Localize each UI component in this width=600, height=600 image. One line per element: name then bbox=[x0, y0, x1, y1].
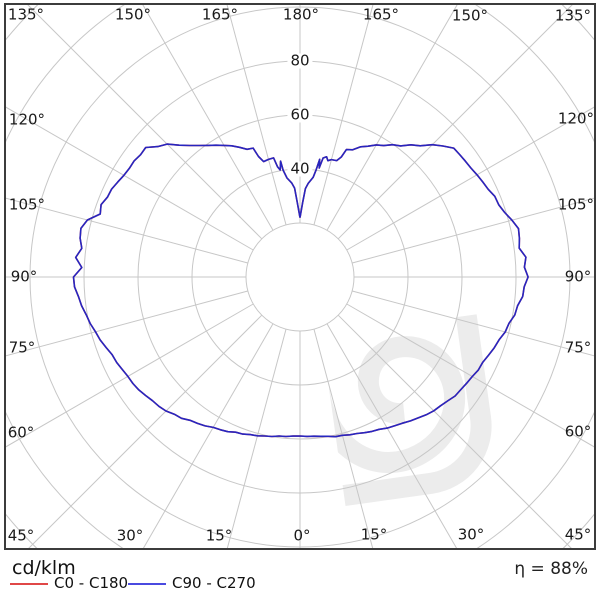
legend-line-blue bbox=[128, 582, 166, 585]
angle-label: 0° bbox=[293, 526, 311, 545]
plot-border bbox=[4, 3, 596, 550]
angle-label: 45° bbox=[7, 526, 35, 545]
angle-label: 165° bbox=[201, 5, 239, 24]
efficiency-value: η = 88% bbox=[514, 559, 588, 579]
angle-label: 90° bbox=[10, 267, 38, 286]
angle-label: 105° bbox=[557, 195, 595, 214]
angle-label: 15° bbox=[205, 526, 233, 545]
legend-line-red bbox=[10, 582, 48, 585]
angle-label: 30° bbox=[457, 525, 485, 544]
radial-tick-label: 80 bbox=[287, 53, 313, 68]
angle-label: 135° bbox=[554, 6, 592, 25]
legend-item-c90-c270: C90 - C270 bbox=[128, 576, 256, 591]
angle-label: 165° bbox=[362, 5, 400, 24]
legend-label-c0-c180: C0 - C180 bbox=[54, 574, 129, 592]
legend-label-c90-c270: C90 - C270 bbox=[172, 574, 256, 592]
angle-label: 75° bbox=[8, 338, 36, 357]
angle-label: 75° bbox=[564, 338, 592, 357]
angle-label: 60° bbox=[7, 423, 35, 442]
angle-label: 150° bbox=[451, 6, 489, 25]
angle-label: 150° bbox=[114, 5, 152, 24]
angle-label: 90° bbox=[564, 267, 592, 286]
unit-label: cd/klm bbox=[12, 557, 76, 579]
angle-label: 105° bbox=[8, 195, 46, 214]
legend-item-c0-c180: C0 - C180 bbox=[10, 576, 128, 591]
radial-tick-label: 60 bbox=[287, 107, 313, 122]
angle-label: 15° bbox=[360, 525, 388, 544]
angle-label: 120° bbox=[8, 110, 46, 129]
curve-c90-c270 bbox=[72, 143, 529, 438]
angle-label: 30° bbox=[116, 526, 144, 545]
angle-label: 60° bbox=[564, 422, 592, 441]
angle-label: 120° bbox=[557, 109, 595, 128]
angle-label: 135° bbox=[7, 5, 45, 24]
angle-label: 180° bbox=[282, 5, 320, 24]
angle-label: 45° bbox=[564, 525, 592, 544]
radial-tick-label: 40 bbox=[287, 161, 313, 176]
